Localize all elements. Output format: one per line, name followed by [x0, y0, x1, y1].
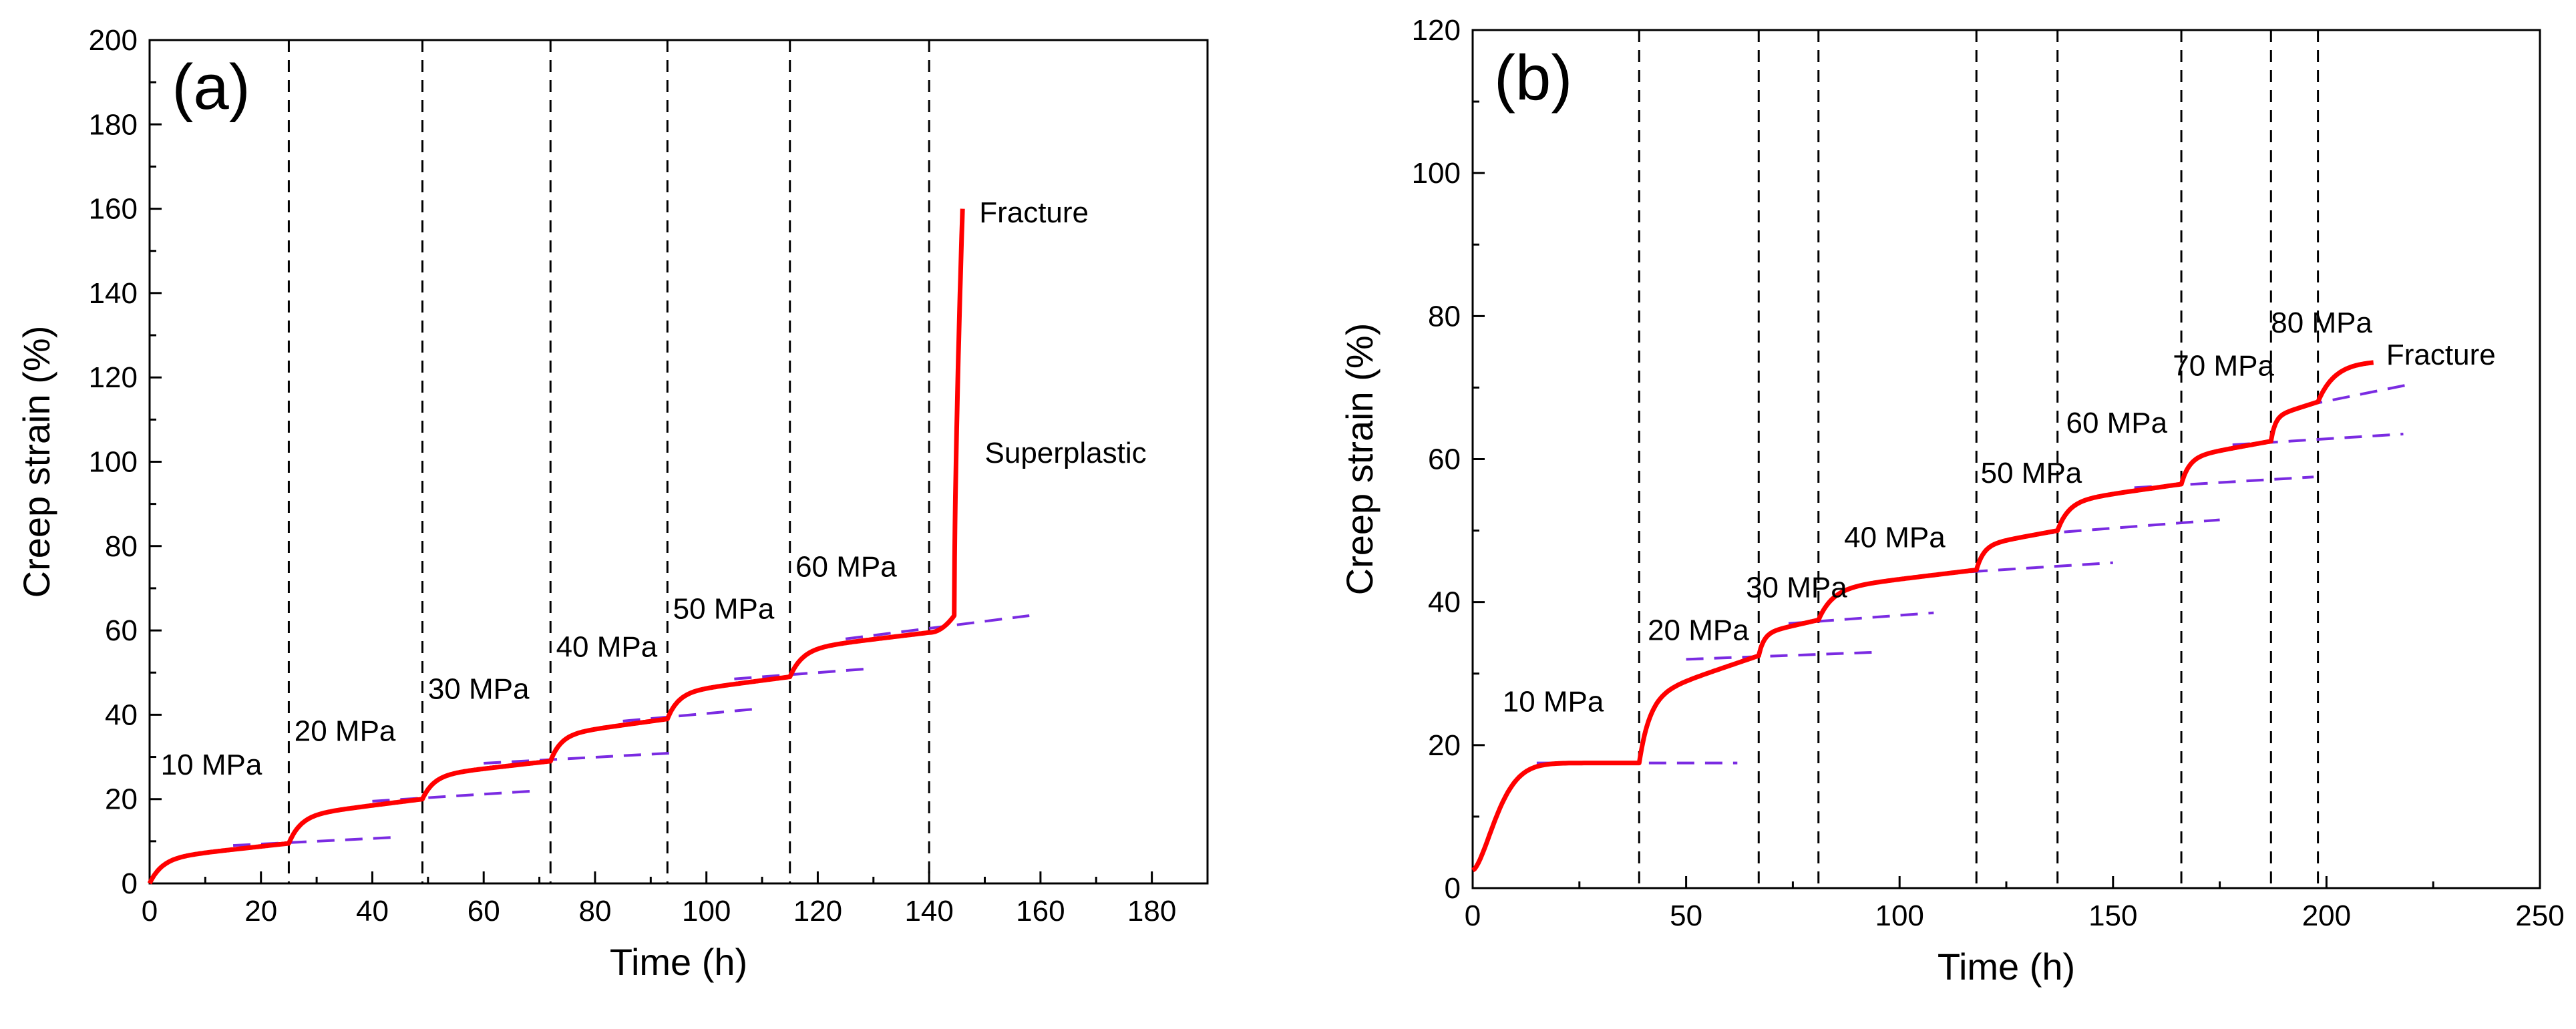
- y-tick-label: 60: [105, 614, 138, 647]
- y-tick-label: 40: [1428, 586, 1461, 619]
- y-axis-label: Creep strain (%): [15, 326, 57, 598]
- x-axis-label: Time (h): [1938, 946, 2075, 988]
- steady-state-fit-line: [1788, 611, 1934, 625]
- stage-annotation: 50 MPa: [673, 593, 775, 626]
- creep-strain-curve: [1471, 360, 2376, 873]
- y-tick-label: 20: [1428, 729, 1461, 762]
- x-tick-label: 120: [793, 895, 842, 928]
- y-tick-label: 80: [1428, 300, 1461, 333]
- x-tick-label: 40: [356, 895, 389, 928]
- y-tick-label: 0: [122, 867, 138, 900]
- stage-annotation: 60 MPa: [795, 550, 897, 583]
- y-tick-label: 120: [89, 361, 138, 394]
- y-tick-label: 100: [1412, 157, 1461, 190]
- stage-annotation: 70 MPa: [2173, 349, 2274, 382]
- y-tick-label: 120: [1412, 14, 1461, 47]
- x-tick-label: 200: [2302, 899, 2351, 932]
- steady-state-fit-line: [484, 751, 679, 765]
- x-tick-label: 140: [904, 895, 953, 928]
- stage-annotation: 10 MPa: [161, 749, 262, 781]
- stage-annotation: Fracture: [979, 196, 1089, 229]
- stage-annotation: 30 MPa: [1746, 571, 1847, 604]
- stage-annotation: 40 MPa: [556, 630, 658, 663]
- x-tick-label: 160: [1016, 895, 1065, 928]
- steady-state-fit-line: [734, 666, 874, 680]
- panel-b-chart: 0 50 100 150 200 250 0 20 40 60 80 100 120 Time (h) Cr…: [1338, 14, 2565, 988]
- x-tick-label: 250: [2515, 899, 2564, 932]
- y-tick-label: 180: [89, 108, 138, 141]
- panel-label: (a): [172, 51, 250, 123]
- y-tick-label: 140: [89, 277, 138, 310]
- steady-state-fit-line: [845, 614, 1030, 640]
- x-tick-label: 0: [1465, 899, 1481, 932]
- panel-a-chart: 0 20 40 60 80 100 120 140 160 180 0 20 40 60 80 100 120 1…: [15, 24, 1209, 983]
- y-tick-label: 200: [89, 24, 138, 57]
- steady-state-fit-line: [622, 706, 763, 723]
- x-tick-label: 150: [2088, 899, 2137, 932]
- x-tick-label: 100: [1875, 899, 1923, 932]
- stage-annotation: Fracture: [2386, 339, 2496, 371]
- y-tick-label: 160: [89, 193, 138, 226]
- stage-annotation: 10 MPa: [1503, 686, 1604, 718]
- stage-annotation: 20 MPa: [295, 715, 396, 748]
- steady-state-fit-line: [1686, 650, 1879, 661]
- stage-annotation: 60 MPa: [2066, 407, 2167, 439]
- x-axis-label: Time (h): [610, 941, 747, 983]
- x-tick-label: 0: [142, 895, 158, 928]
- y-tick-label: 40: [105, 698, 138, 731]
- steady-state-fit-line: [2036, 518, 2220, 536]
- y-axis-label: Creep strain (%): [1338, 323, 1381, 596]
- steady-state-fit-line: [232, 835, 401, 847]
- y-tick-label: 60: [1428, 443, 1461, 476]
- y-tick-label: 100: [89, 446, 138, 479]
- stage-annotation: 30 MPa: [428, 673, 530, 706]
- x-tick-label: 20: [244, 895, 277, 928]
- y-tick-label: 0: [1445, 872, 1461, 905]
- x-tick-label: 50: [1670, 899, 1702, 932]
- stage-annotation: 20 MPa: [1648, 614, 1749, 647]
- stage-annotation: 80 MPa: [2271, 306, 2372, 339]
- x-tick-label: 180: [1127, 895, 1176, 928]
- x-tick-label: 80: [578, 895, 611, 928]
- y-tick-label: 80: [105, 530, 138, 563]
- steady-state-fit-line: [2305, 383, 2412, 407]
- x-tick-label: 60: [468, 895, 500, 928]
- steady-state-fit-line: [372, 789, 540, 803]
- stage-annotation: Superplastic: [985, 437, 1147, 469]
- creep-strain-curve: [147, 208, 965, 885]
- y-tick-label: 20: [105, 783, 138, 816]
- stage-annotation: 50 MPa: [1981, 457, 2082, 489]
- panel-label: (b): [1494, 42, 1572, 114]
- x-tick-label: 100: [682, 895, 731, 928]
- stage-annotation: 40 MPa: [1844, 521, 1946, 554]
